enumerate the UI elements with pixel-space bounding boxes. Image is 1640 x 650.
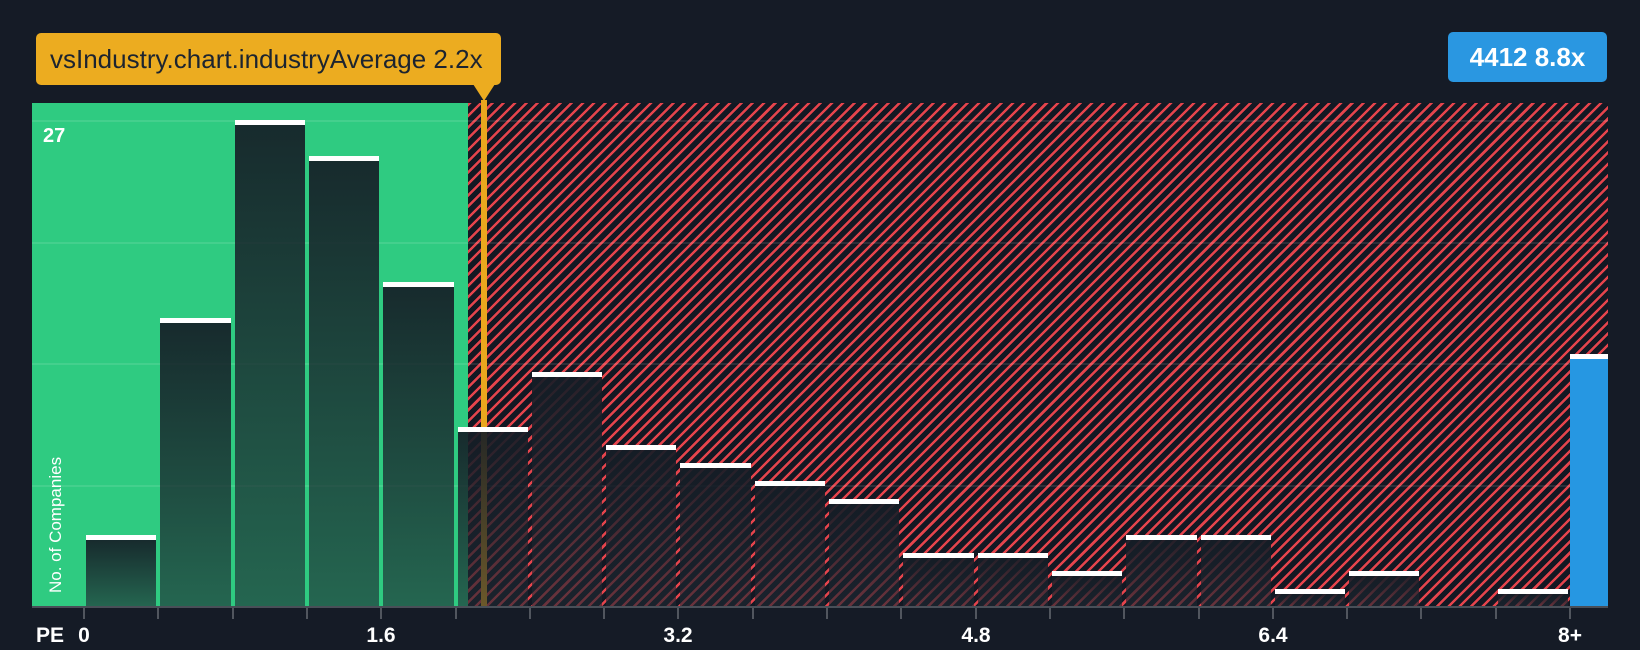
company-pe-badge-label: 4412 8.8x — [1469, 42, 1586, 72]
above-industry-average-hatch-zone — [468, 103, 1608, 607]
histogram-bar[interactable] — [1498, 589, 1568, 607]
x-axis-tick — [900, 608, 902, 619]
industry-average-marker-line — [481, 100, 487, 607]
industry-average-tooltip-label: vsIndustry.chart.industryAverage 2.2x — [50, 44, 483, 74]
x-axis-tick-label: 3.2 — [663, 624, 693, 647]
histogram-bar[interactable] — [1126, 535, 1197, 607]
x-axis-tick — [1420, 608, 1422, 619]
histogram-bar[interactable] — [160, 318, 231, 607]
histogram-bar[interactable] — [755, 481, 825, 607]
histogram-bar[interactable] — [235, 120, 305, 607]
histogram-bar[interactable] — [1349, 571, 1419, 607]
x-axis-tick-label: 4.8 — [961, 624, 991, 647]
histogram-bar[interactable] — [383, 282, 454, 607]
company-histogram-bar[interactable] — [1570, 354, 1608, 607]
company-pe-badge[interactable]: 4412 8.8x — [1448, 32, 1607, 82]
x-axis-tick — [677, 608, 679, 619]
x-axis-tick — [380, 608, 382, 619]
histogram-bar[interactable] — [86, 535, 156, 607]
x-axis-line — [32, 606, 1608, 608]
x-axis-tick — [975, 608, 977, 619]
x-axis-tick-label: 0 — [78, 624, 90, 647]
histogram-bar[interactable] — [606, 445, 676, 607]
x-axis-tick — [1049, 608, 1051, 619]
x-axis-tick — [306, 608, 308, 619]
gridline — [32, 363, 1608, 365]
x-axis-tick — [752, 608, 754, 619]
y-axis-max-value: 27 — [43, 125, 66, 147]
histogram-bar[interactable] — [1275, 589, 1345, 607]
histogram-bar[interactable] — [309, 156, 379, 607]
gridline — [32, 242, 1608, 244]
x-axis-tick — [1123, 608, 1125, 619]
x-axis-tick — [157, 608, 159, 619]
x-axis-tick — [1495, 608, 1497, 619]
histogram-bar[interactable] — [903, 553, 974, 607]
x-axis-tick — [83, 608, 85, 619]
x-axis-tick — [1569, 608, 1571, 619]
x-axis-tick-label: 8+ — [1558, 624, 1582, 647]
histogram-bar[interactable] — [458, 427, 528, 607]
x-axis-tick — [529, 608, 531, 619]
x-axis-tick — [232, 608, 234, 619]
x-axis-tick-label: 6.4 — [1258, 624, 1288, 647]
histogram-bar[interactable] — [1052, 571, 1122, 607]
industry-average-tooltip[interactable]: vsIndustry.chart.industryAverage 2.2x — [36, 33, 501, 85]
histogram-bar[interactable] — [1201, 535, 1271, 607]
histogram-bar[interactable] — [532, 372, 602, 607]
x-axis-tick — [603, 608, 605, 619]
histogram-bar[interactable] — [829, 499, 899, 607]
x-axis-tick — [1198, 608, 1200, 619]
x-axis-tick — [1272, 608, 1274, 619]
x-axis-title: PE — [36, 624, 65, 647]
x-axis-tick — [826, 608, 828, 619]
histogram-bar[interactable] — [978, 553, 1048, 607]
x-axis-tick-label: 1.6 — [366, 624, 396, 647]
histogram-bar[interactable] — [680, 463, 751, 607]
x-axis-tick — [455, 608, 457, 619]
industry-average-tooltip-pointer-icon — [473, 84, 495, 101]
x-axis-tick — [1346, 608, 1348, 619]
gridline — [32, 120, 1608, 122]
y-axis-title: No. of Companies — [46, 456, 65, 593]
